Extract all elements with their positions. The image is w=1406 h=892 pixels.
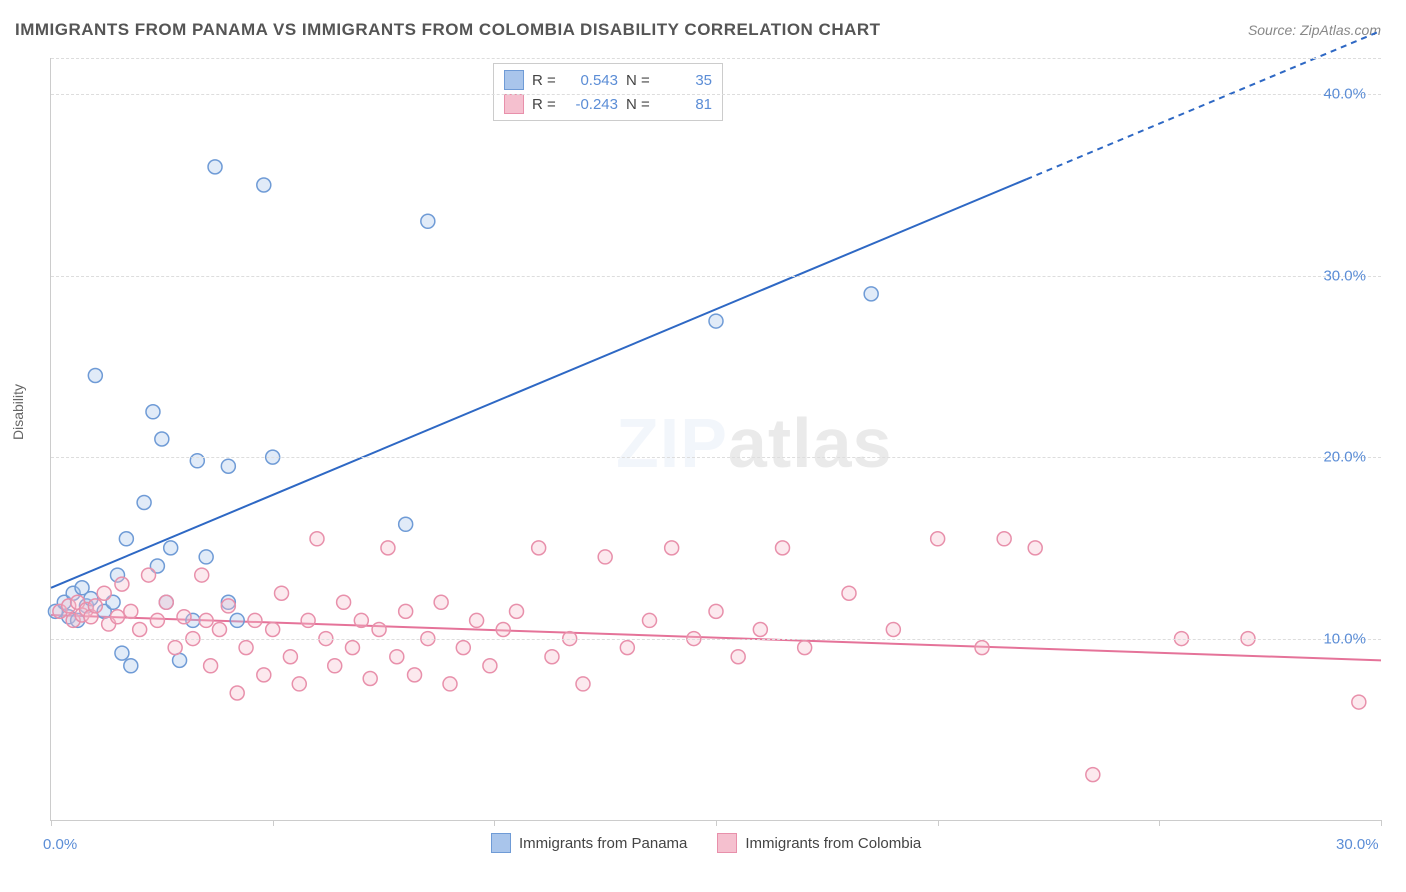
x-tick bbox=[716, 820, 717, 826]
n-label: N = bbox=[626, 72, 654, 89]
gridline bbox=[51, 58, 1381, 59]
y-tick-label: 30.0% bbox=[1323, 267, 1366, 284]
correlation-legend: R = 0.543 N = 35 R = -0.243 N = 81 bbox=[493, 63, 723, 121]
legend-item-colombia: Immigrants from Colombia bbox=[717, 833, 921, 853]
x-tick bbox=[51, 820, 52, 826]
swatch-panama bbox=[504, 70, 524, 90]
scatter-plot-svg bbox=[51, 58, 1381, 820]
x-tick bbox=[273, 820, 274, 826]
x-tick bbox=[938, 820, 939, 826]
legend-row-colombia: R = -0.243 N = 81 bbox=[504, 92, 712, 116]
x-tick bbox=[494, 820, 495, 826]
r-value-colombia: -0.243 bbox=[568, 96, 618, 113]
swatch-colombia bbox=[504, 94, 524, 114]
y-tick-label: 20.0% bbox=[1323, 449, 1366, 466]
y-tick-label: 10.0% bbox=[1323, 630, 1366, 647]
gridline bbox=[51, 457, 1381, 458]
x-tick bbox=[1381, 820, 1382, 826]
legend-label-colombia: Immigrants from Colombia bbox=[745, 835, 921, 852]
y-axis-label: Disability bbox=[10, 384, 26, 440]
x-tick bbox=[1159, 820, 1160, 826]
source-attribution: Source: ZipAtlas.com bbox=[1248, 22, 1381, 38]
gridline bbox=[51, 94, 1381, 95]
x-tick-label: 30.0% bbox=[1336, 836, 1379, 853]
r-value-panama: 0.543 bbox=[568, 72, 618, 89]
r-label: R = bbox=[532, 96, 560, 113]
n-value-panama: 35 bbox=[662, 72, 712, 89]
chart-title: IMMIGRANTS FROM PANAMA VS IMMIGRANTS FRO… bbox=[15, 20, 881, 40]
swatch-panama bbox=[491, 833, 511, 853]
r-label: R = bbox=[532, 72, 560, 89]
n-label: N = bbox=[626, 96, 654, 113]
legend-row-panama: R = 0.543 N = 35 bbox=[504, 68, 712, 92]
gridline bbox=[51, 276, 1381, 277]
legend-label-panama: Immigrants from Panama bbox=[519, 835, 687, 852]
x-tick-label: 0.0% bbox=[43, 836, 77, 853]
chart-plot-area: ZIPatlas R = 0.543 N = 35 R = -0.243 N =… bbox=[50, 58, 1381, 821]
legend-item-panama: Immigrants from Panama bbox=[491, 833, 687, 853]
swatch-colombia bbox=[717, 833, 737, 853]
gridline bbox=[51, 639, 1381, 640]
y-tick-label: 40.0% bbox=[1323, 86, 1366, 103]
n-value-colombia: 81 bbox=[662, 96, 712, 113]
series-legend: Immigrants from Panama Immigrants from C… bbox=[491, 833, 921, 853]
